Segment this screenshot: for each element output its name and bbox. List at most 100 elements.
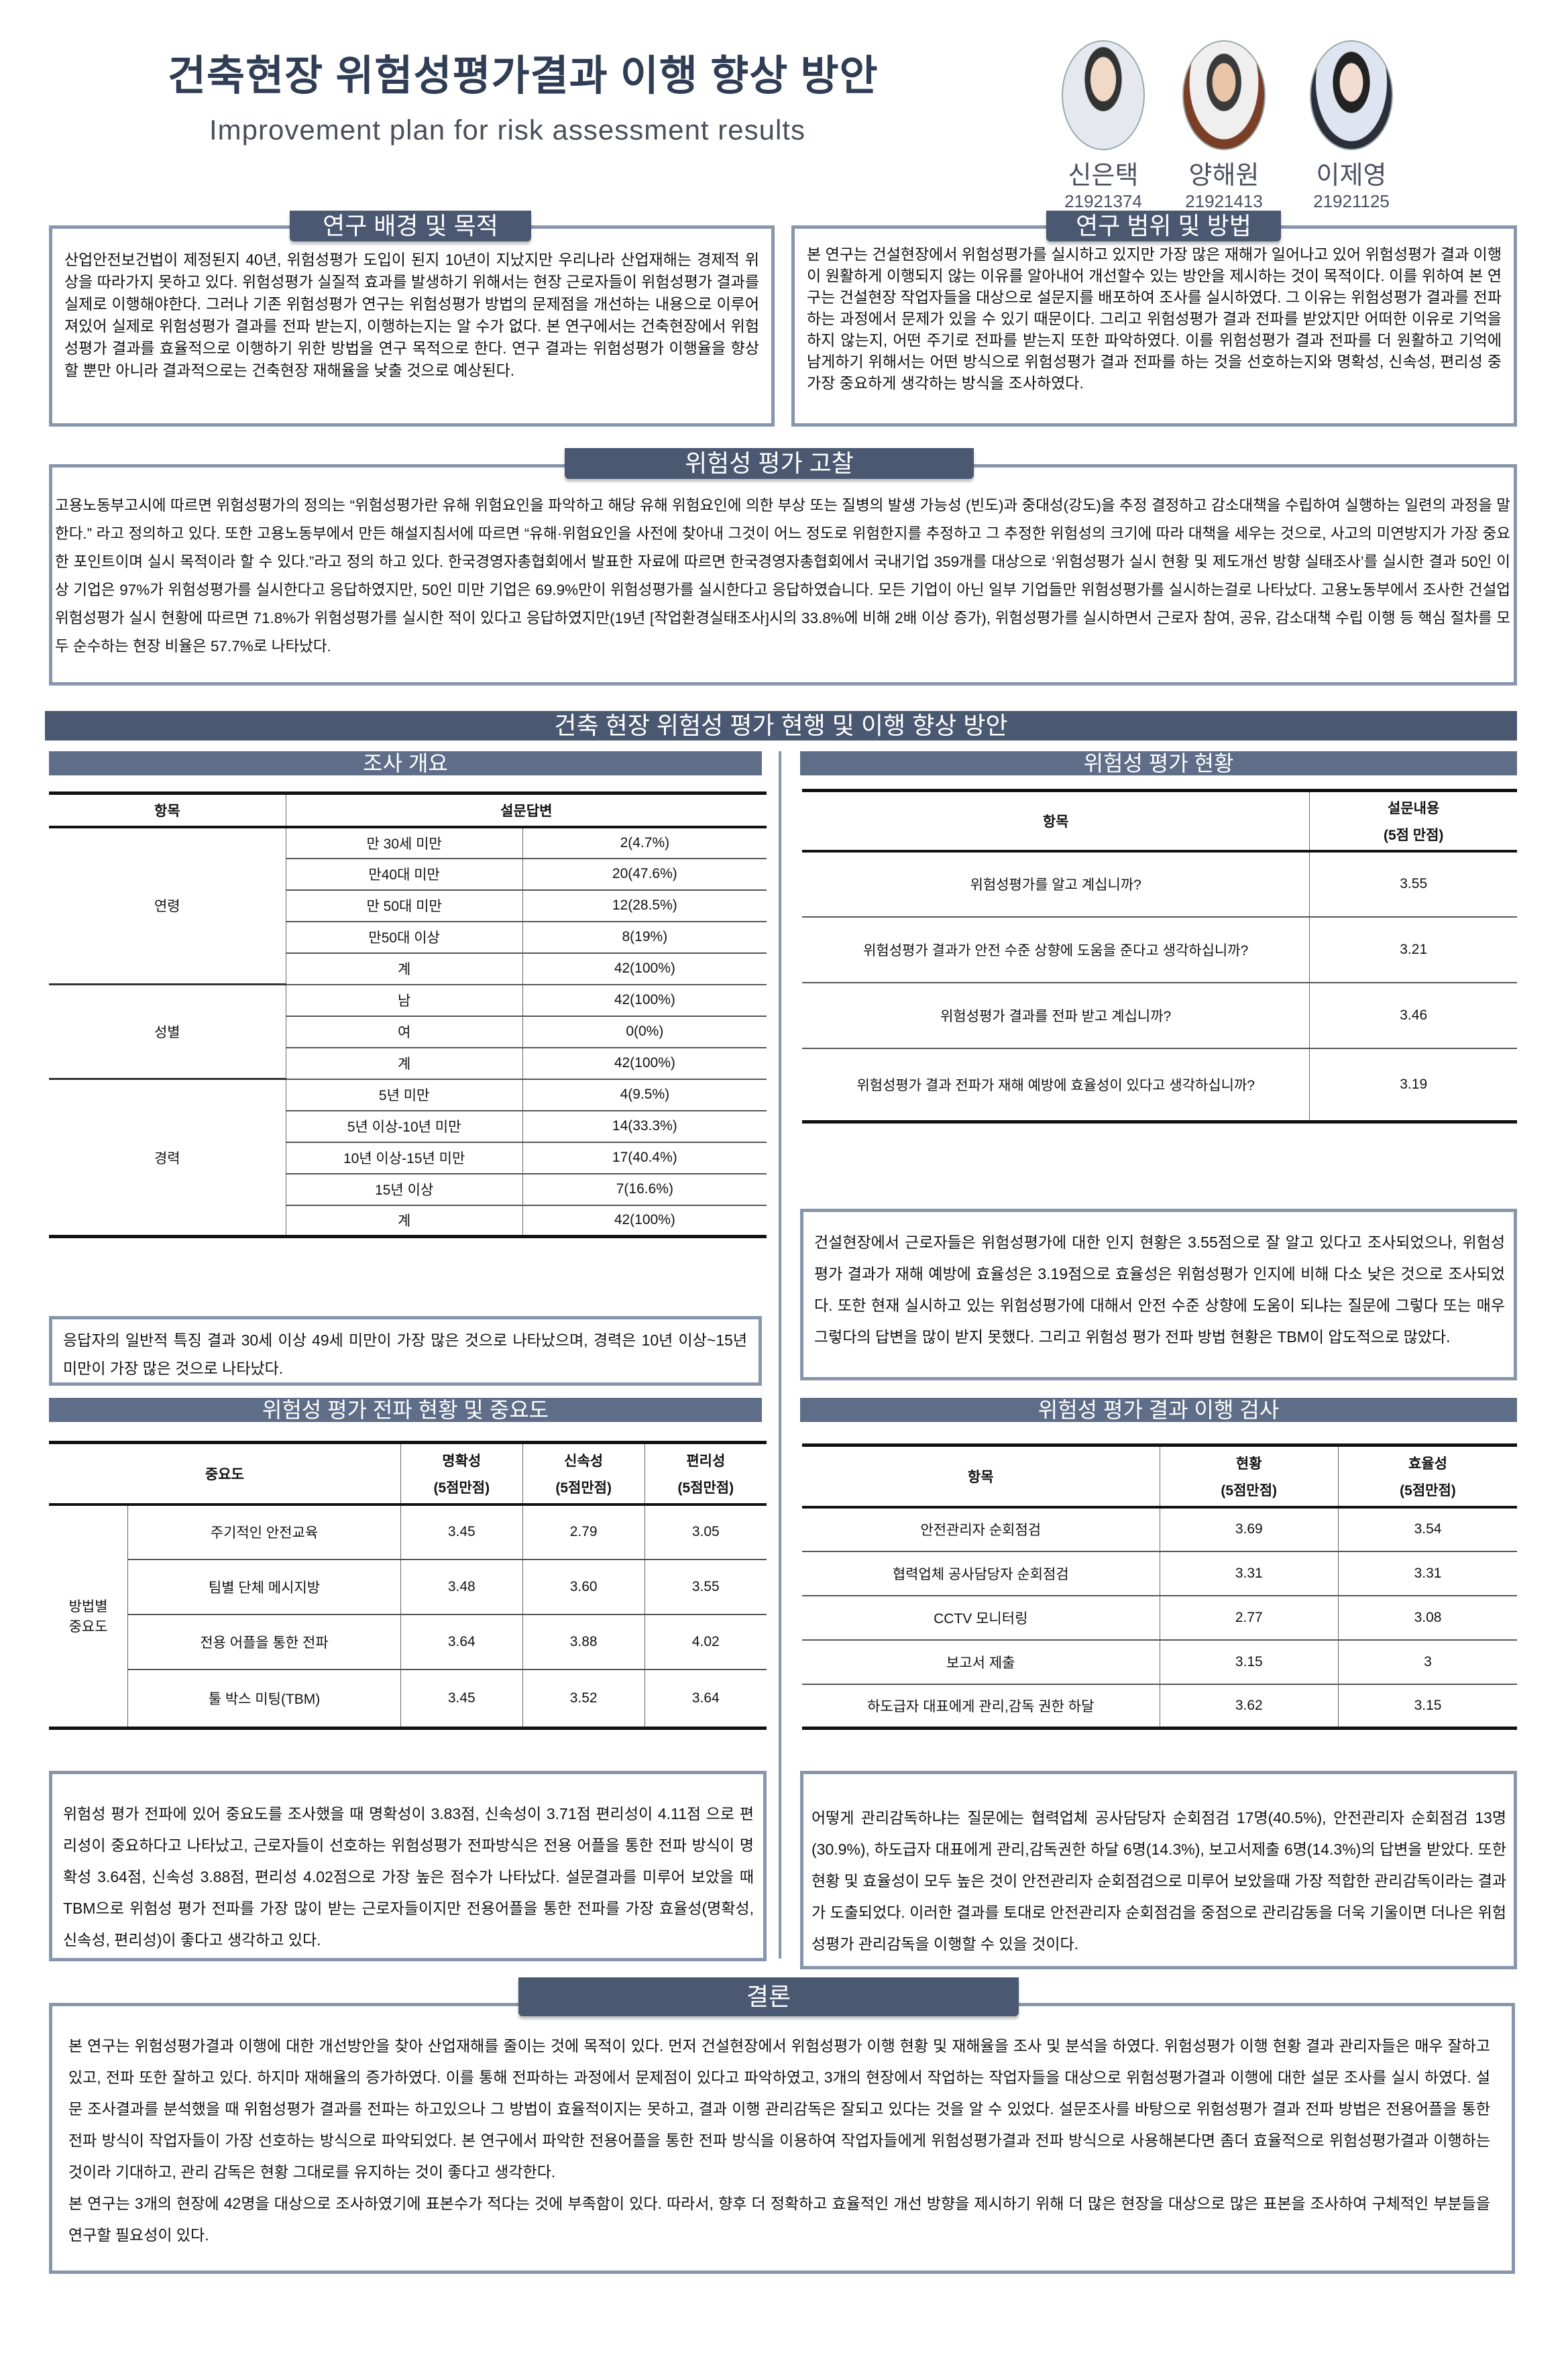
table-cell: 계 (285, 952, 523, 985)
column-title: 편리성 (686, 1453, 726, 1469)
column-unit: (5점만점) (555, 1480, 612, 1496)
table-cell: 3.31 (1159, 1551, 1339, 1596)
table-row: 위험성평가 결과를 전파 받고 계십니까? 3.46 (802, 982, 1517, 1049)
table-cell: 계 (285, 1205, 523, 1238)
inspection-table: 항목 현황 (5점만점) 효율성 (5점만점) 안전관리자 순회점검 3.69 3.54 협력업… (802, 1443, 1517, 1730)
table-cell: 계 (285, 1047, 523, 1080)
table-cell: 2.77 (1159, 1595, 1339, 1641)
table-cell: 42(100%) (522, 1205, 767, 1238)
table-row: 협력업체 공사담당자 순회점검 3.31 3.31 (802, 1551, 1517, 1596)
score-cell: 3.55 (1309, 851, 1517, 918)
column-header: 현황 (5점만점) (1159, 1445, 1339, 1509)
table-cell: 17(40.4%) (522, 1142, 767, 1174)
table-cell: 3.69 (1159, 1507, 1339, 1552)
table-cell: 10년 이상-15년 미만 (285, 1142, 523, 1174)
column-header: 항목 (802, 1445, 1160, 1509)
table-cell: 7(16.6%) (522, 1173, 767, 1206)
table-row: 만40대 미만 20(47.6%) (49, 858, 767, 891)
table-cell: 3.64 (400, 1614, 523, 1670)
table-cell: 만40대 미만 (285, 858, 523, 891)
propagation-summary: 위험성 평가 전파에 있어 중요도를 조사했을 때 명확성이 3.83점, 신속… (49, 1771, 767, 1961)
group-label: 성별 (49, 984, 286, 1080)
propagation-heading: 위험성 평가 전파 현황 및 중요도 (49, 1398, 762, 1422)
inspection-summary-text: 어떻게 관리감독하냐는 질문에는 협력업체 공사담당자 순회점검 17명(40.… (811, 1809, 1506, 1953)
table-cell: 남 (285, 984, 523, 1017)
author-photo (1062, 40, 1145, 150)
column-header: 항목 (802, 790, 1310, 853)
table-cell: 3.54 (1338, 1507, 1517, 1552)
column-unit: (5점만점) (1221, 1482, 1278, 1498)
column-unit: (5점만점) (1400, 1482, 1456, 1498)
question-cell: 위험성평가 결과 전파가 재해 예방에 효율성이 있다고 생각하십니까? (802, 1048, 1310, 1123)
table-cell: 팀별 단체 메시지방 (127, 1559, 401, 1615)
table-row: 15년 이상 7(16.6%) (49, 1173, 767, 1206)
table-row: 성별 남 42(100%) (49, 984, 767, 1080)
table-cell: 12(28.5%) (522, 889, 767, 922)
table-cell: 만 50대 미만 (285, 889, 523, 922)
table-cell: 만 30세 미만 (285, 826, 523, 859)
table-cell: 20(47.6%) (522, 858, 767, 891)
column-header: 항목 (49, 793, 286, 828)
overview-summary: 응답자의 일반적 특징 결과 30세 이상 49세 미만이 가장 많은 것으로 … (49, 1316, 762, 1386)
status-heading: 위험성 평가 현황 (800, 751, 1517, 775)
table-cell: 3.60 (522, 1559, 645, 1615)
column-header: 중요도 (49, 1442, 401, 1506)
table-cell: 보고서 제출 (802, 1639, 1160, 1685)
conclusion-text: 본 연구는 위험성평가결과 이행에 대한 개선방안을 찾아 산업재해를 줄이는 … (68, 2030, 1490, 2251)
propagation-summary-text: 위험성 평가 전파에 있어 중요도를 조사했을 때 명확성이 3.83점, 신속… (63, 1805, 754, 1949)
status-summary-text: 건설현장에서 근로자들은 위험성평가에 대한 인지 현황은 3.55점으로 잘 … (814, 1234, 1505, 1346)
column-header: 효율성 (5점만점) (1338, 1445, 1517, 1509)
column-header: 편리성 (5점만점) (644, 1442, 767, 1506)
author-name: 신은택 (1068, 162, 1139, 190)
author-card: 이제영 21921125 (1298, 40, 1405, 212)
status-summary: 건설현장에서 근로자들은 위험성평가에 대한 인지 현황은 3.55점으로 잘 … (800, 1209, 1517, 1380)
column-title: 설문내용 (1388, 800, 1440, 816)
overview-heading: 조사 개요 (49, 751, 762, 775)
table-cell: 툴 박스 미팅(TBM) (127, 1669, 401, 1729)
column-header: 설문답변 (285, 793, 767, 828)
table-cell: 42(100%) (522, 952, 767, 985)
author-id: 21921125 (1313, 191, 1390, 211)
inspection-summary: 어떻게 관리감독하냐는 질문에는 협력업체 공사담당자 순회점검 17명(40.… (800, 1771, 1517, 1969)
background-heading: 연구 배경 및 목적 (290, 211, 531, 241)
group-label: 연령 (49, 826, 286, 985)
table-cell: 3.48 (400, 1559, 523, 1615)
table-cell: 3.64 (644, 1669, 767, 1729)
table-cell: 2(4.7%) (522, 826, 767, 859)
table-cell: 3.88 (522, 1614, 645, 1670)
score-cell: 3.21 (1309, 916, 1517, 983)
table-cell: 전용 어플을 통한 전파 (127, 1614, 401, 1670)
column-title: 명확성 (442, 1453, 482, 1469)
question-cell: 위험성평가를 알고 계십니까? (802, 851, 1310, 918)
table-cell: 5년 이상-10년 미만 (285, 1110, 523, 1143)
overview-summary-text: 응답자의 일반적 특징 결과 30세 이상 49세 미만이 가장 많은 것으로 … (63, 1331, 747, 1377)
scope-section: 본 연구는 건설현장에서 위험성평가를 실시하고 있지만 가장 많은 재해가 일… (791, 225, 1517, 427)
conclusion-section: 본 연구는 위험성평가결과 이행에 대한 개선방안을 찾아 산업재해를 줄이는 … (49, 2003, 1515, 2274)
table-cell: 42(100%) (522, 1047, 767, 1080)
table-cell: 안전관리자 순회점검 (802, 1507, 1160, 1552)
table-cell: 3.15 (1338, 1684, 1517, 1729)
author-card: 양해원 21921413 (1170, 40, 1278, 212)
author-id: 21921374 (1064, 191, 1142, 211)
table-row: 툴 박스 미팅(TBM) 3.45 3.52 3.64 (49, 1669, 767, 1729)
column-title: 효율성 (1408, 1456, 1447, 1472)
header-row: 중요도 명확성 (5점만점) 신속성 (5점만점) 편리성 (5점만점) (49, 1442, 767, 1506)
table-cell: 3 (1338, 1639, 1517, 1685)
poster-subtitle: Improvement plan for risk assessment res… (209, 114, 805, 146)
table-cell: 하도급자 대표에게 관리,감독 권한 하달 (802, 1684, 1160, 1729)
review-section: 고용노동부고시에 따르면 위험성평가의 정의는 “위험성평가란 유해 위험요인을… (49, 464, 1517, 686)
table-row: 위험성평가를 알고 계십니까? 3.55 (802, 851, 1517, 918)
question-cell: 위험성평가 결과가 안전 수준 상향에 도움을 준다고 생각하십니까? (802, 916, 1310, 983)
table-row: 안전관리자 순회점검 3.69 3.54 (802, 1507, 1517, 1552)
table-cell: 3.31 (1338, 1551, 1517, 1596)
review-text: 고용노동부고시에 따르면 위험성평가의 정의는 “위험성평가란 유해 위험요인을… (55, 497, 1510, 655)
author-name: 이제영 (1316, 162, 1387, 190)
table-cell: 3.62 (1159, 1684, 1339, 1729)
column-title: 현황 (1235, 1456, 1262, 1472)
column-title: 항목 (967, 1469, 994, 1485)
review-heading: 위험성 평가 고찰 (565, 448, 974, 479)
inspection-heading: 위험성 평가 결과 이행 검사 (800, 1398, 1517, 1422)
table-cell: 3.15 (1159, 1639, 1339, 1685)
column-title: 신속성 (564, 1453, 604, 1469)
table-row: 10년 이상-15년 미만 17(40.4%) (49, 1142, 767, 1174)
